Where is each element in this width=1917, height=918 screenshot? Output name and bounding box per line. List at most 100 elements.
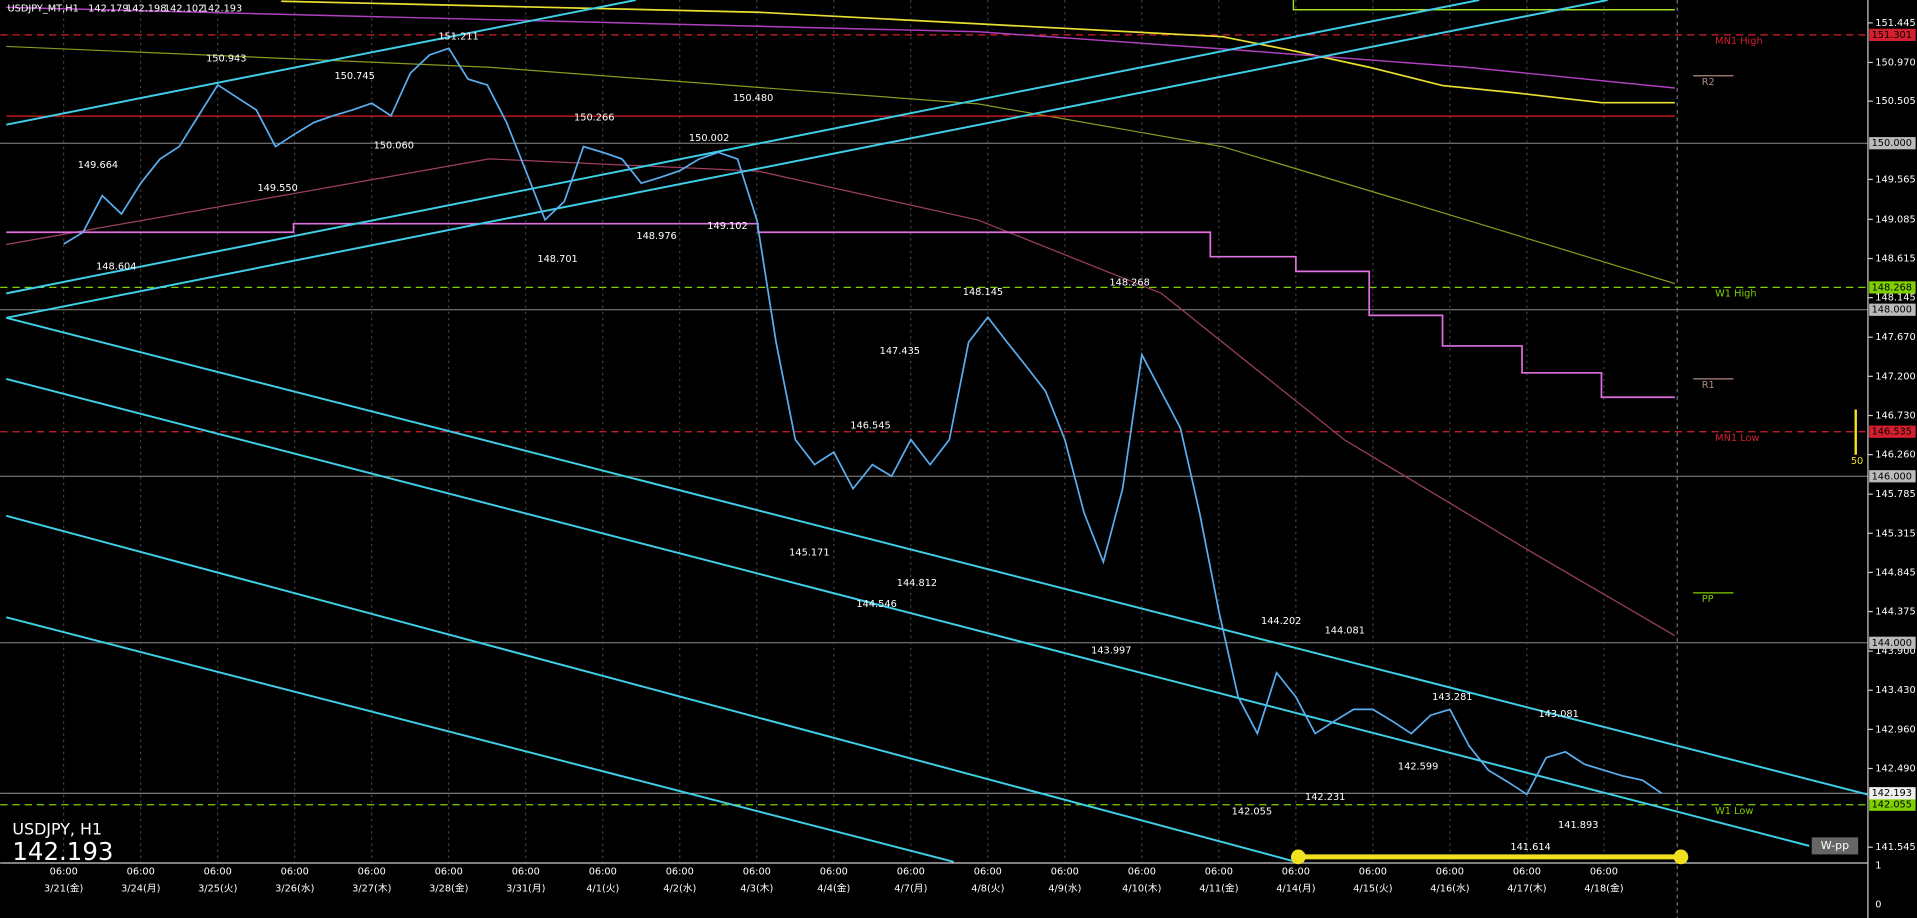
swing-label: 150.745 <box>334 71 374 82</box>
x-time-label: 06:00 <box>512 867 540 878</box>
pivot-name: R2 <box>1702 77 1715 88</box>
level-box <box>1869 425 1916 438</box>
x-time-label: 06:00 <box>204 867 232 878</box>
x-tick-label: 3/24(月) <box>121 883 160 895</box>
x-time-label: 06:00 <box>358 867 386 878</box>
x-time-label: 06:00 <box>820 867 848 878</box>
round-level-box <box>1869 636 1916 649</box>
x-time-label: 06:00 <box>1359 867 1387 878</box>
swing-label: 150.002 <box>689 133 729 144</box>
channel-line <box>6 316 1869 796</box>
yellow-step-line <box>281 0 1675 104</box>
x-time-label: 06:00 <box>743 867 771 878</box>
level-box <box>1869 798 1916 811</box>
x-time-label: 06:00 <box>589 867 617 878</box>
x-time-label: 06:00 <box>974 867 1002 878</box>
swing-label: 143.281 <box>1432 692 1472 703</box>
x-time-label: 06:00 <box>127 867 155 878</box>
x-time-label: 06:00 <box>1513 867 1541 878</box>
swing-label: 141.893 <box>1558 820 1598 831</box>
level-name: W1 High <box>1715 289 1756 300</box>
symbol-info: USDJPY_MT,H1 <box>7 4 78 15</box>
channel-line <box>6 514 1297 863</box>
swing-label: 149.102 <box>707 221 747 232</box>
grid <box>0 0 1868 863</box>
swing-label: 151.211 <box>438 32 478 43</box>
y-tick-label: 149.565 <box>1875 174 1915 185</box>
swing-label: 148.145 <box>963 287 1003 298</box>
pivot-name: PP <box>1702 594 1714 605</box>
ohlc-value: 142.179 <box>88 4 128 15</box>
y-tick-label: 147.200 <box>1875 371 1915 382</box>
x-tick-label: 4/11(金) <box>1199 882 1238 895</box>
wpp-label: W-pp <box>1821 839 1849 852</box>
channel-line <box>6 0 636 126</box>
swing-label: 150.266 <box>574 112 614 123</box>
level-value: 146.535 <box>1872 427 1912 438</box>
x-time-label: 06:00 <box>1590 867 1618 878</box>
y-tick-label: 150.970 <box>1875 57 1915 68</box>
y-tick-label: 148.615 <box>1875 254 1915 265</box>
level-box <box>1869 281 1916 294</box>
price-line <box>63 47 1663 796</box>
swing-label: 148.268 <box>1109 277 1149 288</box>
olive-ma <box>6 45 1675 285</box>
price-box-label: 142.193 <box>1872 788 1912 799</box>
swing-label: 146.545 <box>850 420 890 431</box>
pane-title: USDJPY, H1 <box>12 819 102 838</box>
indicator-label: 50 <box>1851 456 1863 467</box>
swing-label: 144.202 <box>1261 616 1301 627</box>
round-level-box <box>1869 303 1916 316</box>
x-tick-label: 4/15(火) <box>1353 884 1392 895</box>
round-level-label: 146.000 <box>1872 471 1912 482</box>
level-box <box>1869 28 1916 41</box>
swing-label: 142.055 <box>1232 807 1272 818</box>
plot: 150.943 150.745 151.211 149.664 150.060 149.5… <box>63 32 1663 853</box>
x-tick-label: 3/27(木) <box>352 883 391 895</box>
x-tick-label: 3/28(金) <box>429 882 468 895</box>
x-tick-label: 4/8(火) <box>971 884 1004 895</box>
y-tick-label: 142.960 <box>1875 724 1915 735</box>
x-time-label: 06:00 <box>1051 867 1079 878</box>
wpp-box <box>1811 837 1859 855</box>
y-tick-label: 142.490 <box>1875 764 1915 775</box>
y-tick-label: 149.085 <box>1875 214 1915 225</box>
x-time-label: 06:00 <box>1282 867 1310 878</box>
x-tick-label: 3/25(火) <box>198 884 237 895</box>
channel-line <box>6 0 1480 295</box>
y-tick-label: 146.260 <box>1875 450 1915 461</box>
level-value: 148.268 <box>1872 282 1912 293</box>
round-level-label: 148.000 <box>1872 305 1912 316</box>
y-tick-label: 151.445 <box>1875 18 1915 29</box>
swing-label: 144.546 <box>856 599 896 610</box>
x-time-label: 06:00 <box>281 867 309 878</box>
level-value: 142.055 <box>1872 800 1912 811</box>
y-tick-label: 144.845 <box>1875 567 1915 578</box>
x-tick-label: 4/10(木) <box>1122 883 1161 895</box>
channel-line <box>6 0 1608 319</box>
level-name: W1 Low <box>1715 806 1753 817</box>
swing-label: 144.812 <box>897 578 937 589</box>
brown-ma <box>6 158 1676 637</box>
y-tick-label: 141.545 <box>1875 842 1915 853</box>
swing-label: 148.976 <box>636 231 676 242</box>
x-tick-label: 4/17(木) <box>1507 883 1546 895</box>
level-name: MN1 High <box>1715 36 1763 47</box>
x-tick-label: 3/21(金) <box>44 882 83 895</box>
pink-step-line <box>6 222 1675 399</box>
x-time-label: 06:00 <box>666 867 694 878</box>
round-level-label: 150.000 <box>1872 138 1912 149</box>
sub-y-tick-label: 0 <box>1875 900 1881 911</box>
swing-label: 149.550 <box>257 183 297 194</box>
x-tick-label: 4/2(水) <box>663 883 696 895</box>
swing-label: 144.081 <box>1325 626 1365 637</box>
swing-label: 149.664 <box>78 160 118 171</box>
swing-label: 145.171 <box>789 548 829 559</box>
green-range-line <box>1292 0 1675 11</box>
swing-label: 142.599 <box>1398 761 1438 772</box>
swing-label: 150.060 <box>374 140 414 151</box>
x-time-label: 06:00 <box>435 867 463 878</box>
swing-label: 142.231 <box>1305 792 1345 803</box>
